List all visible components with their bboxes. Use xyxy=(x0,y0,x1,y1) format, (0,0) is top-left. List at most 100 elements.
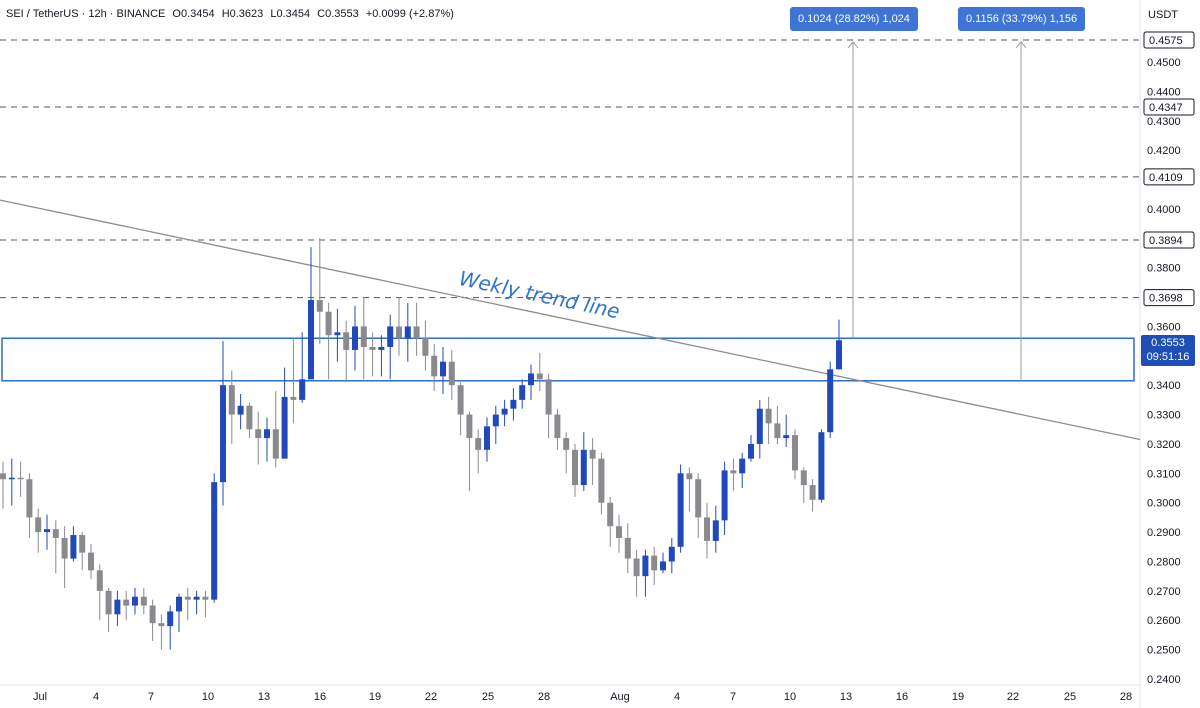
candle-body xyxy=(519,385,526,400)
level-tag-label: 0.3894 xyxy=(1149,235,1183,247)
candle-body xyxy=(756,408,763,444)
countdown-timer: 09:51:16 xyxy=(1146,351,1190,363)
candle-body xyxy=(52,529,59,538)
level-tag-box xyxy=(1143,31,1195,49)
y-tick-label: 0.3600 xyxy=(1147,321,1181,333)
x-tick-label: Jul xyxy=(33,691,47,703)
candle-body xyxy=(572,449,578,486)
candle-body xyxy=(264,429,270,439)
x-tick-label: 28 xyxy=(1120,691,1132,703)
candle-body xyxy=(616,526,622,538)
x-tick-label: 4 xyxy=(93,691,99,703)
candle-body xyxy=(132,596,138,606)
candle-body xyxy=(413,326,420,339)
candle-body xyxy=(624,537,631,559)
candle-body xyxy=(149,605,156,624)
candle-body xyxy=(836,340,842,370)
candle-body xyxy=(184,596,191,600)
x-tick-label: 10 xyxy=(202,691,214,703)
y-tick-label: 0.3100 xyxy=(1147,468,1181,480)
candle-body xyxy=(140,596,147,606)
candle-body xyxy=(158,623,165,627)
x-tick-label: 4 xyxy=(674,691,680,703)
x-tick-label: 19 xyxy=(952,691,964,703)
high-value: H0.3623 xyxy=(221,8,264,20)
x-tick-label: 7 xyxy=(148,691,154,703)
candle-body xyxy=(800,470,807,486)
candle-body xyxy=(281,396,288,459)
candle-body xyxy=(114,599,121,615)
y-tick-label: 0.2700 xyxy=(1147,586,1181,598)
candle-body xyxy=(202,596,209,600)
level-tag-label: 0.4575 xyxy=(1149,35,1183,47)
candle-body xyxy=(457,385,464,415)
level-tag-box xyxy=(1143,168,1195,186)
candle-body xyxy=(211,482,218,600)
candle-body xyxy=(343,332,350,350)
candle-body xyxy=(431,355,438,377)
level-tag-label: 0.4347 xyxy=(1149,102,1183,114)
measure-callout-1[interactable]: 0.1024 (28.82%) 1,024 xyxy=(790,7,918,31)
candle-body xyxy=(563,438,570,450)
candle-body xyxy=(440,361,446,377)
candle-body xyxy=(739,458,746,474)
candle-body xyxy=(176,596,182,612)
x-tick-label: 7 xyxy=(730,691,736,703)
x-tick-label: Aug xyxy=(610,691,630,703)
candle-body xyxy=(554,414,561,439)
y-tick-label: 0.4000 xyxy=(1147,204,1181,216)
level-tag-label: 0.3698 xyxy=(1149,293,1183,305)
candle-body xyxy=(642,555,649,577)
candle-body xyxy=(730,470,737,474)
x-tick-label: 13 xyxy=(840,691,852,703)
candle-body xyxy=(748,443,754,459)
candle-body xyxy=(255,429,262,439)
candle-body xyxy=(0,473,6,480)
candle-body xyxy=(501,408,508,415)
measure-arrowhead-2 xyxy=(1015,41,1027,49)
candle-body xyxy=(61,537,68,559)
candle-body xyxy=(677,473,684,547)
symbol-label[interactable]: SEI / TetherUS · 12h · BINANCE xyxy=(6,8,166,20)
candle-body xyxy=(827,369,834,433)
candle-body xyxy=(475,438,482,450)
level-tag-box xyxy=(1143,289,1195,307)
candle-body xyxy=(651,555,658,571)
candle-body xyxy=(528,373,534,386)
x-tick-label: 22 xyxy=(1007,691,1019,703)
candle-body xyxy=(448,361,455,386)
candle-body xyxy=(712,520,719,541)
candle-body xyxy=(466,414,473,439)
candle-body xyxy=(167,611,174,627)
x-tick-label: 16 xyxy=(896,691,908,703)
candle-body xyxy=(387,326,394,347)
candle-body xyxy=(598,458,605,503)
candle-body xyxy=(123,599,130,606)
candle-body xyxy=(105,590,112,615)
candle-body xyxy=(607,502,614,527)
candle-body xyxy=(704,517,710,541)
x-tick-label: 25 xyxy=(1064,691,1076,703)
candle-body xyxy=(237,405,244,415)
candle-body xyxy=(352,326,358,350)
candle-body xyxy=(26,479,33,518)
candle-body xyxy=(668,546,675,562)
candle-body xyxy=(8,477,15,480)
candle-body xyxy=(545,379,552,415)
y-tick-label: 0.2900 xyxy=(1147,527,1181,539)
candle-body xyxy=(536,373,543,380)
current-price-value: 0.3553 xyxy=(1151,337,1185,349)
y-tick-label: 0.4400 xyxy=(1147,86,1181,98)
x-tick-label: 10 xyxy=(784,691,796,703)
y-tick-label: 0.2800 xyxy=(1147,556,1181,568)
y-tick-label: 0.3300 xyxy=(1147,410,1181,422)
measure-callout-2[interactable]: 0.1156 (33.79%) 1,156 xyxy=(958,7,1086,31)
candle-body xyxy=(316,299,323,312)
candle-body xyxy=(79,535,86,553)
candle-body xyxy=(325,311,332,336)
level-tag-label: 0.4109 xyxy=(1149,172,1183,184)
candle-body xyxy=(765,408,772,424)
candle-body xyxy=(272,429,279,459)
candle-body xyxy=(792,435,798,471)
